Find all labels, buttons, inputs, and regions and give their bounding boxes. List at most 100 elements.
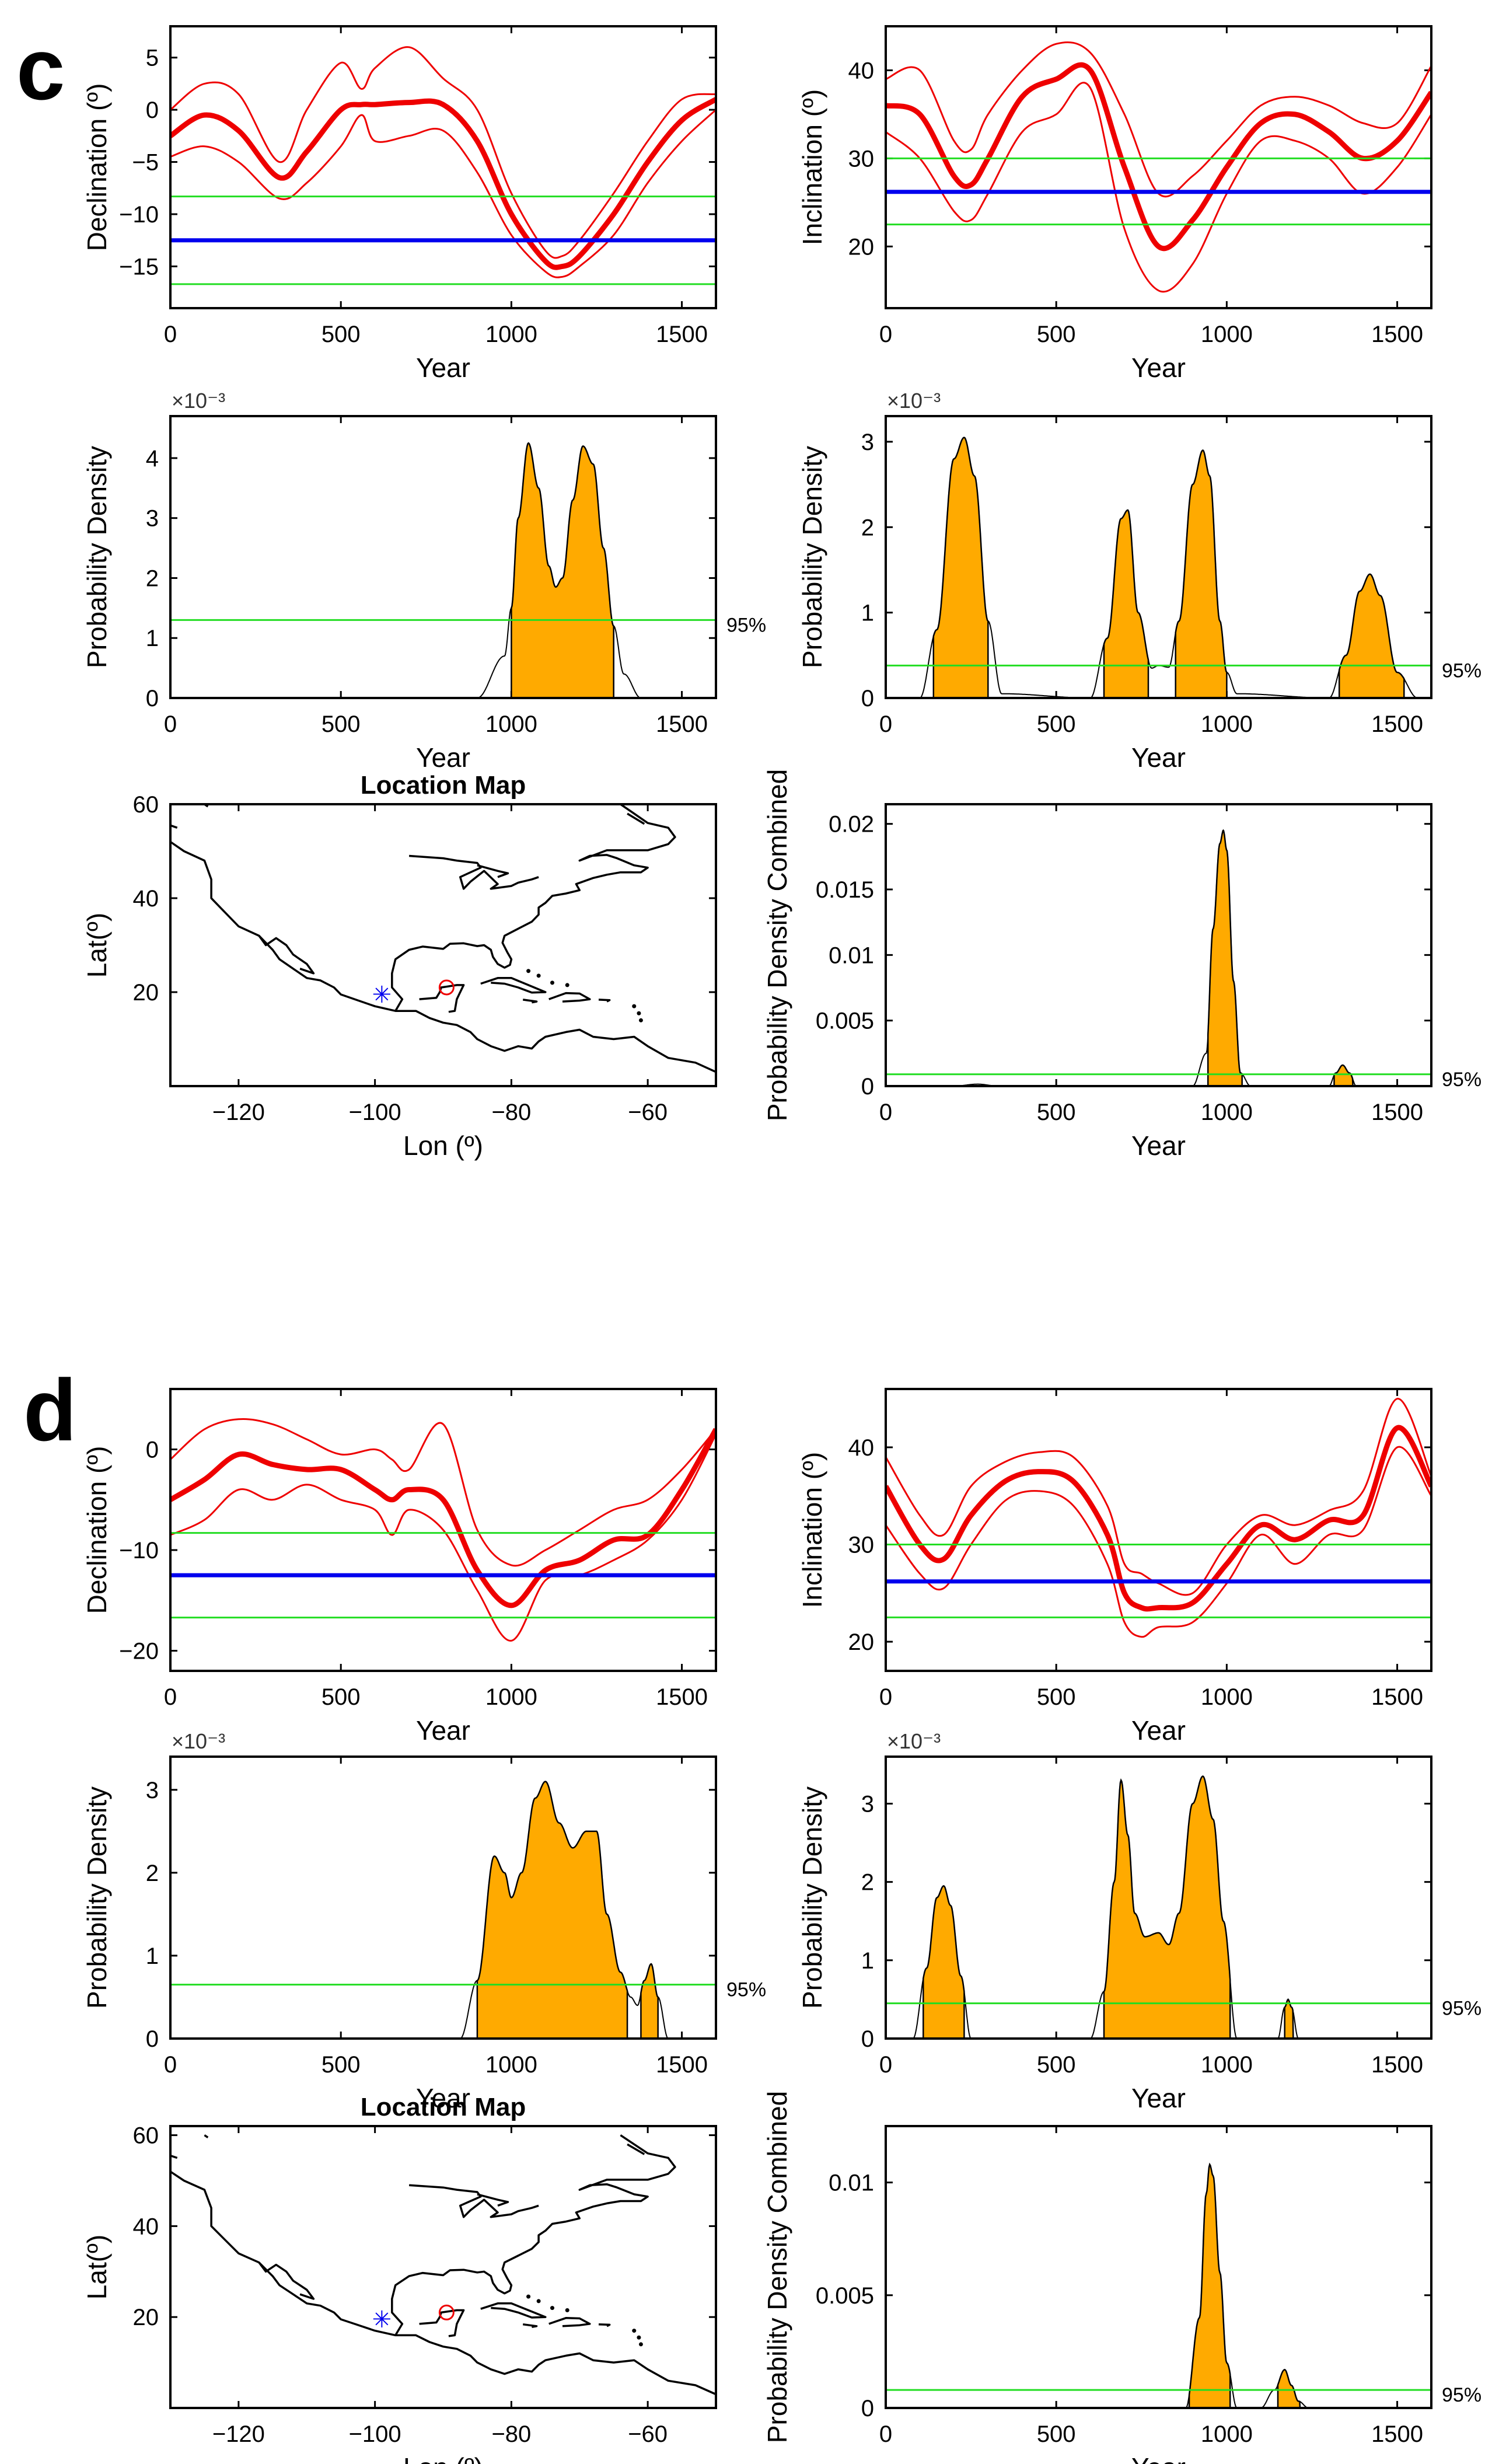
y-axis-label: Lat(º) bbox=[82, 913, 112, 978]
x-tick-label: 0 bbox=[879, 1684, 892, 1710]
x-tick-label: 0 bbox=[164, 1684, 177, 1710]
x-axis-label: Year bbox=[416, 742, 470, 773]
panel-label-c: c bbox=[16, 20, 65, 118]
y-axis-label: Inclination (º) bbox=[797, 89, 827, 245]
x-axis-label: Year bbox=[1131, 2083, 1186, 2113]
series-upper-bound bbox=[170, 1418, 716, 1567]
chart-c-declination: 0 500 1000 1500 5 0 −5 −10 −15 Year Declination (º… bbox=[82, 25, 717, 383]
y-tick-label: 3 bbox=[146, 506, 159, 532]
x-tick-label: −60 bbox=[628, 1100, 668, 1125]
series-lower-bound bbox=[170, 1433, 716, 1642]
coastline-group: ✳ bbox=[170, 804, 716, 1073]
series-lower-bound bbox=[170, 109, 716, 278]
x-tick-label: −100 bbox=[349, 1100, 401, 1125]
chart-c-inclination: 0 500 1000 1500 40 30 20 Year Inclination (º) bbox=[797, 25, 1432, 383]
y-tick-label: 60 bbox=[133, 2123, 159, 2149]
y-tick-label: 40 bbox=[133, 2214, 159, 2239]
axes-box bbox=[885, 803, 1432, 1087]
chart-d-location-map: −120 −100 −80 −60 20 40 60 Lon (º) Lat(º) ✳ Locati… bbox=[82, 2093, 717, 2464]
y-tick-label: 0.02 bbox=[829, 812, 874, 837]
x-tick-label: 1000 bbox=[485, 711, 537, 737]
y-tick-label: 1 bbox=[146, 626, 159, 651]
x-tick-label: 0 bbox=[879, 711, 892, 737]
chart-d-pd-declination: 0 500 1000 1500 0 1 2 3 Year Probability Density 9… bbox=[82, 1729, 766, 2113]
y-tick-label: 20 bbox=[133, 980, 159, 1006]
x-tick-label: 1000 bbox=[1201, 2421, 1253, 2447]
y-axis-label: Lat(º) bbox=[82, 2235, 112, 2299]
map-title: Location Map bbox=[361, 2093, 526, 2121]
x-tick-label: 1500 bbox=[656, 1684, 708, 1710]
x-tick-label: 0 bbox=[164, 2052, 177, 2078]
coastline bbox=[258, 935, 315, 975]
x-axis-label: Year bbox=[1131, 2452, 1186, 2464]
x-axis-label: Lon (º) bbox=[403, 2452, 483, 2464]
x-tick-label: 1000 bbox=[1201, 1684, 1253, 1710]
density-group bbox=[886, 437, 1431, 698]
y-tick-label: 0.005 bbox=[816, 1008, 874, 1034]
coastline bbox=[522, 999, 538, 1004]
island bbox=[526, 969, 531, 973]
chart-d-inclination: 0 500 1000 1500 40 30 20 Year Inclination (º) bbox=[797, 1388, 1432, 1746]
y-tick-label: −5 bbox=[132, 150, 159, 176]
axes-box bbox=[885, 1388, 1432, 1672]
axes-box bbox=[885, 25, 1432, 309]
y-tick-label: 0.01 bbox=[829, 943, 874, 968]
x-tick-label: 1500 bbox=[1371, 711, 1423, 737]
plot-area bbox=[886, 804, 1431, 1086]
y-tick-label: 40 bbox=[848, 1435, 875, 1461]
island bbox=[632, 1004, 637, 1008]
island bbox=[536, 2299, 541, 2304]
y-tick-label: 0 bbox=[146, 686, 159, 711]
y-tick-label: 3 bbox=[861, 430, 874, 455]
y-tick-label: 4 bbox=[146, 446, 159, 472]
coastline bbox=[391, 2134, 676, 2336]
site-circle-icon bbox=[438, 979, 455, 996]
x-tick-label: −80 bbox=[491, 1100, 531, 1125]
site-circle-icon bbox=[438, 2304, 455, 2320]
threshold-label: 95% bbox=[1442, 2384, 1481, 2406]
y-axis-label: Probability Density bbox=[82, 446, 112, 668]
series-group bbox=[886, 1398, 1431, 1638]
x-tick-label: 500 bbox=[322, 322, 361, 347]
axes-box bbox=[169, 2125, 717, 2409]
coastline bbox=[548, 2317, 591, 2327]
y-tick-label: 40 bbox=[133, 886, 159, 912]
coastline bbox=[598, 2323, 611, 2327]
density-group bbox=[886, 1775, 1431, 2039]
density-group bbox=[886, 829, 1431, 1086]
y-axis-label: Probability Density bbox=[797, 1786, 827, 2009]
coastline bbox=[627, 2143, 645, 2155]
threshold-label: 95% bbox=[726, 1979, 766, 2001]
x-axis-label: Year bbox=[1131, 742, 1186, 773]
chart-d-pd-combined: 0 500 1000 1500 0 0.005 0.01 Year Probability De… bbox=[762, 2091, 1481, 2464]
x-tick-label: 1000 bbox=[1201, 322, 1253, 347]
chart-c-location-map: −120 −100 −80 −60 20 40 60 Lon (º) Lat(º) ✳ Locati… bbox=[82, 771, 717, 1161]
island bbox=[550, 2306, 554, 2311]
axes-box bbox=[885, 2125, 1432, 2409]
y-tick-label: 0 bbox=[861, 686, 874, 711]
x-tick-label: −120 bbox=[212, 2421, 265, 2447]
density-curve bbox=[170, 1781, 716, 2039]
coastline bbox=[391, 804, 676, 1012]
coastline bbox=[204, 2134, 209, 2138]
axes-box bbox=[885, 1755, 1432, 2040]
y-tick-label: 2 bbox=[146, 1861, 159, 1886]
coastline bbox=[548, 992, 591, 1003]
y-tick-label: 1 bbox=[146, 1943, 159, 1969]
threshold-label: 95% bbox=[1442, 1998, 1481, 2020]
y-tick-label: 2 bbox=[146, 566, 159, 591]
threshold-label: 95% bbox=[726, 614, 766, 636]
x-axis-label: Year bbox=[416, 1715, 470, 1746]
coastline bbox=[480, 977, 547, 994]
y-tick-label: 0.005 bbox=[816, 2283, 874, 2309]
chart-d-declination: 0 500 1000 1500 0 −10 −20 Year Declination (º) bbox=[82, 1388, 717, 1746]
y-axis-label: Inclination (º) bbox=[797, 1452, 827, 1608]
coastline bbox=[408, 2184, 539, 2218]
y-tick-label: 3 bbox=[146, 1778, 159, 1803]
x-tick-label: 500 bbox=[1037, 2421, 1076, 2447]
x-axis-label: Lon (º) bbox=[403, 1130, 483, 1161]
x-tick-label: 1500 bbox=[1371, 1684, 1423, 1710]
coastline bbox=[170, 2154, 178, 2159]
